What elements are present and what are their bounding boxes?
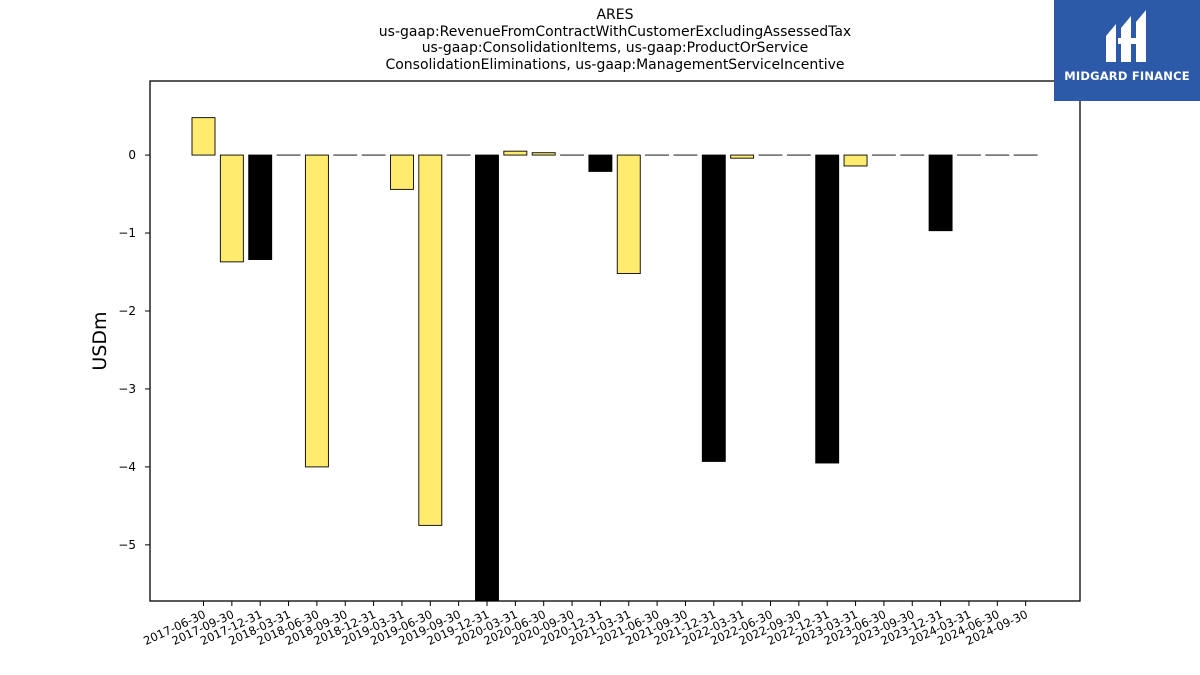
y-tick-label: 0	[128, 148, 136, 162]
bar-2020-03-31	[503, 150, 528, 156]
y-tick-label: −2	[118, 304, 136, 318]
midgard-logo-icon	[1106, 10, 1146, 62]
y-axis-label: USDm	[89, 311, 111, 370]
midgard-finance-logo: MIDGARD FINANCE	[1054, 0, 1200, 101]
chart-title-line-3: ConsolidationEliminations, us-gaap:Manag…	[385, 56, 845, 73]
bar-2019-03-31	[390, 154, 414, 190]
bar-2022-12-31	[815, 154, 840, 464]
y-tick-label: −5	[118, 538, 136, 552]
y-tick-label: −3	[118, 382, 136, 396]
chart-title-line-2: us-gaap:ConsolidationItems, us-gaap:Prod…	[421, 40, 809, 56]
bar-2019-12-31	[475, 154, 499, 601]
bar-2018-06-30	[304, 154, 329, 468]
y-tick-label: −4	[118, 460, 136, 474]
bar-2023-03-31	[843, 154, 868, 167]
bar-2021-12-31	[701, 154, 726, 462]
y-tick-label: −1	[118, 226, 136, 240]
bar-2017-12-31	[248, 154, 273, 260]
bar-2017-06-30	[191, 117, 216, 156]
bar-2017-09-30	[219, 154, 244, 263]
bar-2022-03-31	[730, 154, 755, 159]
bar-2020-12-31	[588, 154, 613, 172]
bar-2021-03-31	[616, 154, 641, 275]
logo-text: MIDGARD FINANCE	[1064, 69, 1190, 83]
bar-2023-12-31	[928, 154, 953, 232]
chart-title: ARES us-gaap:RevenueFromContractWithCust…	[150, 7, 1080, 73]
plot-frame	[149, 80, 1081, 602]
bar-2019-06-30	[418, 154, 443, 526]
chart-title-line-1: us-gaap:RevenueFromContractWithCustomerE…	[378, 23, 852, 40]
chart-title-ticker: ARES	[596, 7, 634, 23]
bar-2020-06-30	[531, 152, 556, 156]
